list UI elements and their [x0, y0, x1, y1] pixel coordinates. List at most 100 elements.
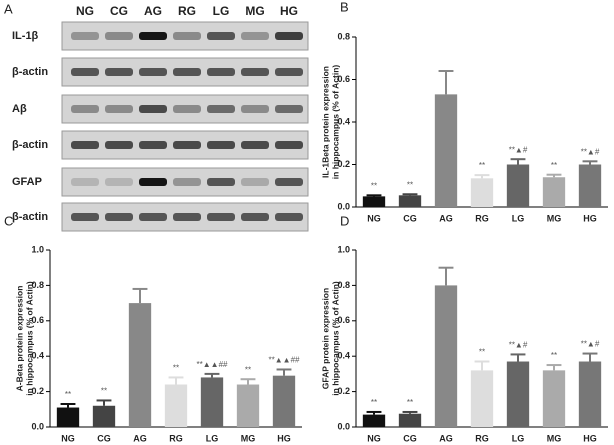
bar: [128, 303, 152, 427]
y-tick-label: 0.4: [31, 351, 44, 361]
bar: [578, 164, 602, 207]
band: [173, 68, 201, 76]
row-label: β-actin: [12, 66, 48, 78]
annotation: **: [479, 348, 485, 357]
bar: [398, 195, 422, 207]
x-tick-label: CG: [97, 433, 111, 443]
lane-label: CG: [110, 4, 128, 18]
band: [241, 178, 269, 186]
y-tick-label: 0.2: [337, 386, 350, 396]
x-tick-label: MG: [547, 213, 562, 223]
blot-strip: [61, 167, 309, 197]
lane-label: LG: [213, 4, 230, 18]
band: [241, 213, 269, 221]
band: [241, 32, 269, 40]
x-tick-label: HG: [583, 213, 597, 223]
bar: [434, 285, 458, 427]
x-tick-label: LG: [512, 213, 525, 223]
annotation: **▲#: [509, 145, 528, 154]
bar: [578, 361, 602, 427]
band: [173, 105, 201, 113]
band: [241, 141, 269, 149]
band: [71, 68, 99, 76]
panel-label: B: [340, 0, 349, 14]
band: [241, 105, 269, 113]
x-tick-label: HG: [583, 433, 597, 443]
band: [71, 213, 99, 221]
row-label: Aβ: [12, 103, 27, 115]
x-tick-label: LG: [512, 433, 525, 443]
y-axis-label: IL-1Beta protein expression: [320, 66, 330, 178]
bar: [470, 370, 494, 427]
y-tick-label: 0.0: [337, 421, 350, 431]
band: [275, 105, 303, 113]
y-tick-label: 0.2: [31, 386, 44, 396]
x-tick-label: HG: [277, 433, 291, 443]
band: [207, 178, 235, 186]
band: [71, 32, 99, 40]
y-tick-label: 0.8: [337, 31, 350, 41]
row-label: β-actin: [12, 139, 48, 151]
bar: [236, 384, 260, 427]
x-tick-label: RG: [169, 433, 183, 443]
bar: [506, 361, 530, 427]
panel-label: D: [340, 213, 349, 228]
band: [207, 68, 235, 76]
y-tick-label: 1.0: [31, 244, 44, 254]
annotation: **▲#: [509, 341, 528, 350]
bar: [164, 384, 188, 427]
lane-label: RG: [178, 4, 196, 18]
y-tick-label: 1.0: [337, 244, 350, 254]
annotation: **: [551, 161, 557, 170]
band: [105, 141, 133, 149]
x-tick-label: NG: [61, 433, 75, 443]
annotation: **: [551, 351, 557, 360]
band: [207, 213, 235, 221]
band: [139, 213, 167, 221]
annotation: **: [245, 365, 251, 374]
annotation: **: [371, 181, 377, 190]
annotation: **▲#: [581, 340, 600, 349]
band: [105, 68, 133, 76]
band: [207, 32, 235, 40]
annotation: **: [173, 364, 179, 373]
band: [275, 32, 303, 40]
band: [139, 68, 167, 76]
y-tick-label: 0.0: [337, 201, 350, 211]
band: [105, 105, 133, 113]
bar: [362, 414, 386, 427]
annotation: **: [407, 180, 413, 189]
annotation: **: [65, 390, 71, 399]
bar: [56, 407, 80, 427]
lane-label: MG: [245, 4, 264, 18]
bar: [200, 377, 224, 427]
band: [275, 141, 303, 149]
x-tick-label: MG: [241, 433, 256, 443]
bar: [272, 375, 296, 427]
row-label: IL-1β: [12, 30, 39, 42]
x-tick-label: AG: [439, 213, 453, 223]
band: [173, 213, 201, 221]
band: [105, 213, 133, 221]
annotation: **▲▲##: [197, 360, 229, 369]
y-axis-label: A-Beta protein expression: [14, 286, 24, 392]
band: [173, 178, 201, 186]
panel-label: A: [4, 1, 13, 16]
row-label: GFAP: [12, 176, 42, 188]
annotation: **: [101, 387, 107, 396]
y-tick-label: 0.2: [337, 159, 350, 169]
band: [139, 105, 167, 113]
band: [139, 32, 167, 40]
bar: [542, 177, 566, 207]
bar: [470, 178, 494, 207]
lane-label: NG: [76, 4, 94, 18]
bar: [92, 405, 116, 427]
blot-strip: [61, 21, 309, 51]
annotation: **: [479, 161, 485, 170]
x-tick-label: CG: [403, 213, 417, 223]
x-tick-label: LG: [206, 433, 219, 443]
y-tick-label: 0.6: [337, 74, 350, 84]
y-axis-label: GFAP protein expression: [320, 288, 330, 389]
y-tick-label: 0.6: [31, 315, 44, 325]
